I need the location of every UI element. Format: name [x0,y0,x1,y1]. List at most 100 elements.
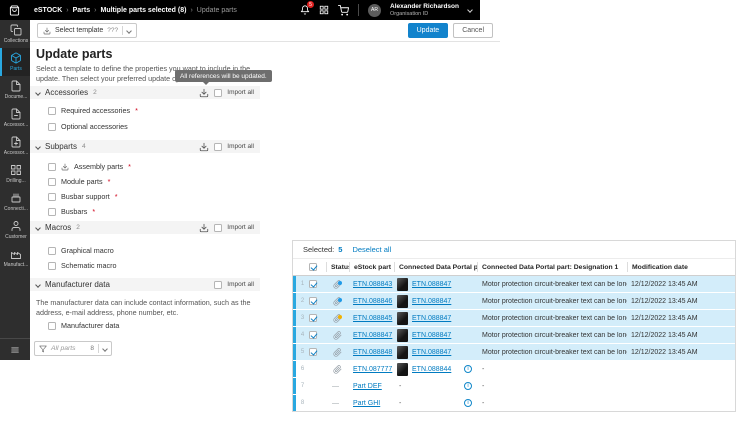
table-row[interactable]: 3 ETN.088845 ETN.088847 Motor protection… [293,310,735,326]
collections-icon [10,24,22,36]
estock-part-link[interactable]: ETN.087777 [353,365,393,373]
app-switcher-icon[interactable] [319,5,329,15]
breadcrumb-parts[interactable]: Parts [72,6,91,14]
row-checkbox[interactable] [309,314,317,322]
sidebar-item-accessories-1[interactable]: Accessor... [0,104,30,132]
busbar-support-checkbox[interactable] [48,192,56,201]
optional-accessories-checkbox[interactable] [48,122,56,131]
row-checkbox[interactable] [309,331,317,339]
required-accessories-checkbox[interactable] [48,106,56,115]
estock-part-link[interactable]: ETN.088848 [353,348,393,356]
checkbox-row: Optional accessories [48,121,128,132]
column-header-estock-part[interactable]: eStock part [349,262,394,272]
row-checkbox[interactable] [309,280,317,288]
connected-empty-dash: - [399,399,402,407]
checkbox-label: Busbars [61,207,88,216]
shopping-cart-icon[interactable] [338,4,349,16]
manufacturer-factory-icon [11,252,21,259]
info-icon[interactable] [464,399,472,407]
manufacturer-data-checkbox[interactable] [48,321,56,330]
section-header-accessories[interactable]: Accessories 2 Import all [30,86,260,99]
schematic-macro-checkbox[interactable] [48,261,56,270]
section-header-manufacturer-data[interactable]: Manufacturer data Import all [30,278,260,291]
sidebar-item-collections[interactable]: Collections [0,20,30,48]
user-menu-chevron-icon[interactable] [467,7,473,13]
section-title: Macros [45,223,72,232]
user-avatar[interactable]: AR [368,3,381,17]
breadcrumb-estock[interactable]: eSTOCK [34,6,63,14]
busbars-checkbox[interactable] [48,207,56,216]
estock-part-link[interactable]: Part DEF [353,382,382,390]
chevron-down-icon [35,281,41,288]
import-all-checkbox[interactable] [214,142,223,151]
estock-part-link[interactable]: ETN.088846 [353,297,393,305]
import-all-checkbox[interactable] [214,88,223,97]
row-number: 8 [300,400,305,406]
sidebar-collapse-menu-icon[interactable] [0,338,30,360]
table-row[interactable]: 6 ETN.087777 ETN.088844 - [293,361,735,377]
select-template-value: ??? [107,27,119,34]
connected-part-link[interactable]: ETN.088847 [412,297,452,305]
assembly-parts-checkbox[interactable] [48,162,56,171]
table-row[interactable]: 1 ETN.088843 ETN.088847 Motor protection… [293,276,735,292]
table-row[interactable]: 7 — Part DEF - - [293,378,735,394]
user-info[interactable]: Alexander Richardson Organisation ID [390,3,459,17]
module-parts-checkbox[interactable] [48,177,56,186]
import-icon[interactable] [199,142,209,152]
breadcrumb-multiple-parts[interactable]: Multiple parts selected (8) [100,6,187,14]
graphical-macro-checkbox[interactable] [48,246,56,255]
connected-part-link[interactable]: ETN.088847 [412,348,452,356]
info-icon[interactable] [464,365,472,373]
select-template-dropdown[interactable]: Select template ??? [37,23,138,38]
section-title: Manufacturer data [45,280,110,289]
sidebar-item-parts[interactable]: Parts [0,48,30,76]
connected-part-link[interactable]: ETN.088847 [412,314,452,322]
parts-filter-dropdown[interactable]: All parts 8 [34,341,112,356]
sidebar-item-manufacturer[interactable]: Manufact... [0,244,30,272]
checkbox-label: Graphical macro [61,246,114,255]
import-all-checkbox[interactable] [214,223,223,232]
estock-part-link[interactable]: ETN.088843 [353,280,393,288]
import-icon[interactable] [199,223,209,233]
user-name: Alexander Richardson [390,3,459,11]
column-header-connected-part[interactable]: Connected Data Portal part [394,262,477,272]
estock-part-link[interactable]: Part GHI [353,399,381,407]
notifications-bell-icon[interactable]: 5 [300,1,314,15]
column-header-status[interactable]: Status [326,262,349,272]
connected-part-link[interactable]: ETN.088847 [412,280,452,288]
designation-text: - [482,365,485,373]
row-checkbox[interactable] [309,348,317,356]
table-row[interactable]: 8 — Part GHI - - [293,395,735,411]
column-header-designation[interactable]: Connected Data Portal part: Designation … [477,262,627,272]
section-header-subparts[interactable]: Subparts 4 Import all [30,140,260,153]
column-header-modification-date[interactable]: Modification date [627,262,735,272]
table-row[interactable]: 2 ETN.088846 ETN.088847 Motor protection… [293,293,735,309]
import-icon[interactable] [199,88,209,98]
deselect-all-link[interactable]: Deselect all [352,245,392,254]
sidebar-item-drilling[interactable]: Drilling... [0,160,30,188]
status-empty-dash: — [332,382,339,390]
update-button[interactable]: Update [407,23,449,38]
info-icon[interactable] [464,382,472,390]
checkbox-row: Busbars * [48,206,95,217]
sidebar-item-customer[interactable]: Customer [0,216,30,244]
table-row[interactable]: 5 ETN.088848 ETN.088847 Motor protection… [293,344,735,360]
estock-part-link[interactable]: ETN.088845 [353,314,393,322]
cancel-button[interactable]: Cancel [453,23,493,38]
select-all-checkbox[interactable] [309,263,317,271]
sidebar-item-documents[interactable]: Docume... [0,76,30,104]
app-logo-icon[interactable] [0,4,28,16]
required-asterisk: * [92,207,96,216]
section-header-macros[interactable]: Macros 2 Import all [30,221,260,234]
form-toolbar: Select template ??? Update Cancel [30,20,500,42]
connected-part-link[interactable]: ETN.088844 [412,365,452,373]
connected-part-link[interactable]: ETN.088847 [412,331,452,339]
row-checkbox[interactable] [309,297,317,305]
sidebar-item-connections[interactable]: Connecti... [0,188,30,216]
estock-part-link[interactable]: ETN.088847 [353,331,393,339]
chevron-down-icon [126,27,132,34]
checkbox-row: Graphical macro [48,245,114,256]
import-all-checkbox[interactable] [214,280,223,289]
sidebar-item-accessories-2[interactable]: Accessor... [0,132,30,160]
table-row[interactable]: 4 ETN.088847 ETN.088847 Motor protection… [293,327,735,343]
